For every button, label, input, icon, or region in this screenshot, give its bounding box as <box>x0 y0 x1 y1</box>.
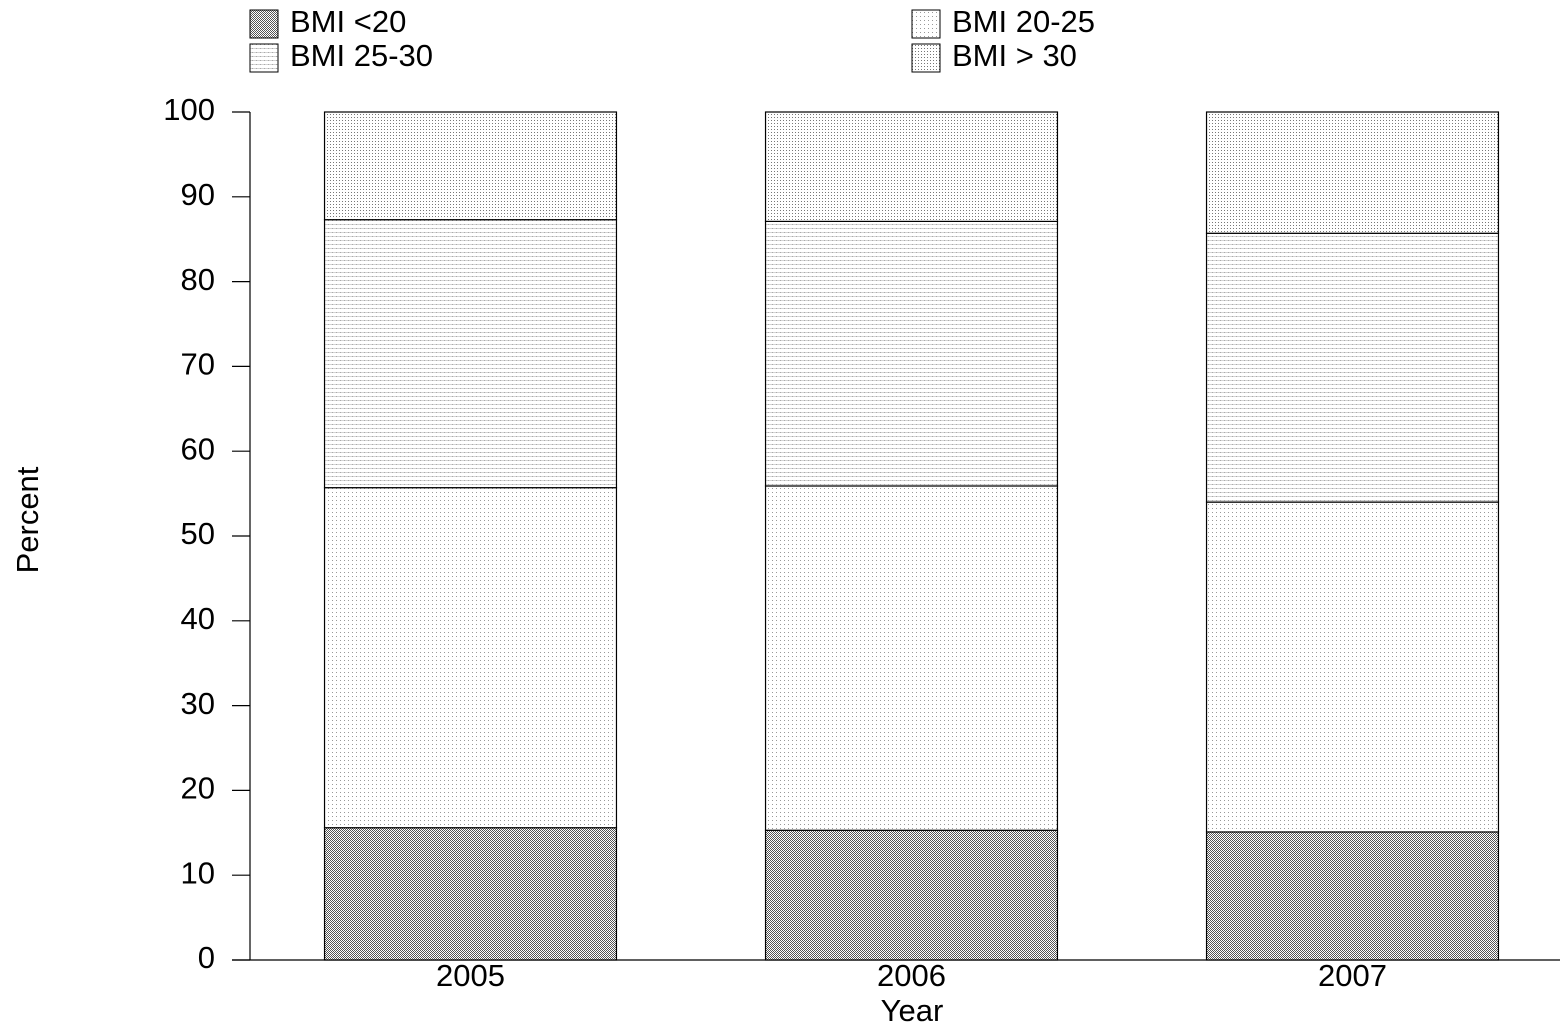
bar-segment <box>323 487 618 829</box>
y-tick-label: 30 <box>181 686 215 721</box>
bar-segment <box>1205 501 1500 833</box>
legend-label: BMI 25-30 <box>290 38 433 73</box>
x-axis-label: Year <box>881 993 944 1028</box>
legend-label: BMI <20 <box>290 4 406 39</box>
legend-swatch <box>249 9 279 39</box>
bar-segment <box>323 219 618 489</box>
bar-segment <box>323 111 618 221</box>
legend-label: BMI > 30 <box>952 38 1077 73</box>
y-tick-label: 60 <box>181 431 215 466</box>
y-tick-label: 10 <box>181 855 215 890</box>
y-tick-label: 80 <box>181 262 215 297</box>
y-tick-label: 100 <box>163 92 215 127</box>
y-axis-label: Percent <box>10 466 45 573</box>
y-tick-label: 70 <box>181 347 215 382</box>
y-tick-label: 50 <box>181 516 215 551</box>
y-tick-label: 40 <box>181 601 215 636</box>
bar-segment <box>764 111 1059 222</box>
legend-swatch <box>911 43 941 73</box>
x-tick-label: 2005 <box>436 958 505 993</box>
legend-label: BMI 20-25 <box>952 4 1095 39</box>
y-tick-label: 90 <box>181 177 215 212</box>
x-tick-label: 2006 <box>877 958 946 993</box>
bar-segment <box>323 827 618 961</box>
bar-segment <box>764 220 1059 487</box>
x-tick-label: 2007 <box>1318 958 1387 993</box>
y-tick-label: 0 <box>198 940 215 975</box>
bar-segment <box>1205 232 1500 503</box>
bar-segment <box>1205 111 1500 234</box>
legend-swatch <box>911 9 941 39</box>
y-tick-label: 20 <box>181 771 215 806</box>
bar-segment <box>1205 831 1500 961</box>
legend-swatch <box>249 43 279 73</box>
bar-segment <box>764 485 1059 831</box>
bar-segment <box>764 829 1059 961</box>
